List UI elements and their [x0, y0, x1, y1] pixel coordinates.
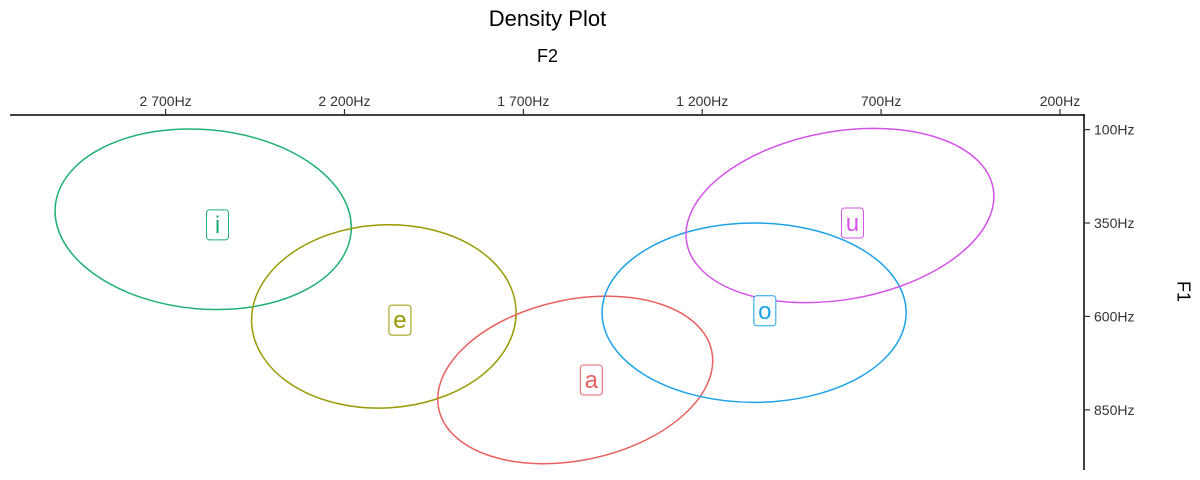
label-e: e: [388, 304, 412, 336]
x-tick-label: 700Hz: [861, 93, 901, 109]
x-tick-label: 2 200Hz: [318, 93, 370, 109]
label-text-e: e: [393, 307, 406, 334]
y-axis: 100Hz 350Hz 600Hz 850Hz: [1083, 115, 1134, 470]
label-text-u: u: [846, 210, 859, 237]
label-box-a: [579, 364, 603, 396]
label-o: o: [753, 295, 777, 327]
x-tick-label: 1 700Hz: [497, 93, 549, 109]
label-box-i: [205, 209, 229, 241]
ellipse-o: [601, 222, 907, 404]
label-text-a: a: [585, 367, 599, 394]
label-a: a: [579, 364, 603, 396]
x-tick-label: 200Hz: [1040, 93, 1080, 109]
x-tick-label: 1 200Hz: [676, 93, 728, 109]
ellipse-i: [54, 128, 353, 311]
vowel-labels-layer: i e a o u: [205, 207, 864, 396]
label-box-o: [753, 295, 777, 327]
chart-title: Density Plot: [488, 6, 607, 31]
label-text-i: i: [215, 212, 220, 239]
label-text-o: o: [758, 298, 771, 325]
ellipse-a: [436, 295, 714, 465]
ellipses-layer: [54, 127, 995, 465]
x-axis-title: F2: [536, 46, 558, 66]
label-box-e: [388, 304, 412, 336]
x-tick-label: 2 700Hz: [140, 93, 192, 109]
y-tick-label: 100Hz: [1094, 122, 1134, 138]
ellipse-e: [250, 223, 517, 409]
label-i: i: [205, 209, 229, 241]
y-tick-label: 350Hz: [1094, 215, 1134, 231]
x-axis: 2 700Hz 2 200Hz 1 700Hz 1 200Hz 700Hz 200Hz: [10, 93, 1085, 116]
y-tick-label: 600Hz: [1094, 308, 1134, 324]
y-tick-label: 850Hz: [1094, 402, 1134, 418]
label-box-u: [840, 207, 864, 239]
ellipse-u: [685, 127, 995, 304]
label-u: u: [840, 207, 864, 239]
